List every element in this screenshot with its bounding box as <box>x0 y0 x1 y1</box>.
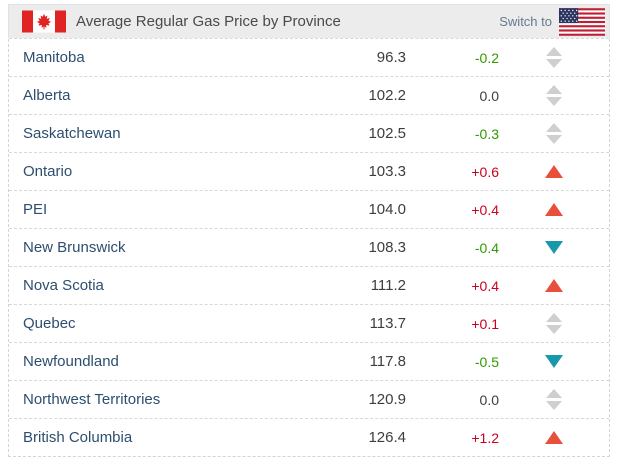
province-row[interactable]: Nova Scotia 111.2 +0.4 <box>9 266 609 304</box>
province-name: New Brunswick <box>23 239 126 256</box>
province-row[interactable]: Ontario 103.3 +0.6 <box>9 152 609 190</box>
canada-flag-icon <box>22 10 66 33</box>
price-value: 102.5 <box>368 125 406 142</box>
province-row[interactable]: Northwest Territories 120.9 0.0 <box>9 380 609 418</box>
province-name: Northwest Territories <box>23 391 161 408</box>
price-value: 104.0 <box>368 201 406 218</box>
province-table: Manitoba 96.3 -0.2 Alberta 102.2 0.0 Sas… <box>9 38 609 456</box>
province-name: Newfoundland <box>23 353 119 370</box>
change-value: -0.3 <box>474 125 499 142</box>
trend-neutral-icon <box>499 123 609 144</box>
province-row[interactable]: Saskatchewan 102.5 -0.3 <box>9 114 609 152</box>
province-name: Manitoba <box>23 49 85 66</box>
trend-neutral-icon <box>499 313 609 334</box>
province-row[interactable]: Alberta 102.2 0.0 <box>9 76 609 114</box>
trend-up-icon <box>499 279 609 292</box>
price-value: 103.3 <box>368 163 406 180</box>
change-value: 0.0 <box>479 391 499 408</box>
province-row[interactable]: Newfoundland 117.8 -0.5 <box>9 342 609 380</box>
province-row[interactable]: Quebec 113.7 +0.1 <box>9 304 609 342</box>
price-value: 120.9 <box>368 391 406 408</box>
change-value: +0.4 <box>471 201 499 218</box>
price-value: 117.8 <box>369 353 406 370</box>
province-row[interactable]: Manitoba 96.3 -0.2 <box>9 38 609 76</box>
price-value: 126.4 <box>368 429 406 446</box>
trend-down-icon <box>499 241 609 254</box>
change-value: +1.2 <box>471 429 499 446</box>
change-value: 0.0 <box>479 87 499 104</box>
price-value: 108.3 <box>368 239 406 256</box>
province-name: British Columbia <box>23 429 133 446</box>
price-value: 113.7 <box>369 315 406 332</box>
gas-price-widget: Average Regular Gas Price by Province Sw… <box>8 4 610 457</box>
trend-neutral-icon <box>499 85 609 106</box>
province-row[interactable]: New Brunswick 108.3 -0.4 <box>9 228 609 266</box>
province-name: Alberta <box>23 87 71 104</box>
province-name: PEI <box>23 201 48 218</box>
change-value: +0.6 <box>471 163 499 180</box>
trend-up-icon <box>499 203 609 216</box>
price-value: 96.3 <box>376 49 406 66</box>
change-value: -0.2 <box>474 49 499 66</box>
province-name: Nova Scotia <box>23 277 104 294</box>
widget-header: Average Regular Gas Price by Province Sw… <box>8 4 610 38</box>
switch-to-us-button[interactable] <box>559 7 605 36</box>
province-row[interactable]: British Columbia 126.4 +1.2 <box>9 418 609 456</box>
province-name: Quebec <box>23 315 76 332</box>
us-flag-icon <box>559 7 605 36</box>
switch-to-label: Switch to <box>499 14 552 29</box>
change-value: +0.4 <box>471 277 499 294</box>
trend-up-icon <box>499 431 609 444</box>
price-value: 102.2 <box>368 87 406 104</box>
price-value: 111.2 <box>370 277 406 294</box>
province-row[interactable]: PEI 104.0 +0.4 <box>9 190 609 228</box>
trend-neutral-icon <box>499 47 609 68</box>
widget-title: Average Regular Gas Price by Province <box>76 13 341 30</box>
trend-neutral-icon <box>499 389 609 410</box>
trend-down-icon <box>499 355 609 368</box>
change-value: +0.1 <box>471 315 499 332</box>
change-value: -0.4 <box>474 239 499 256</box>
change-value: -0.5 <box>474 353 499 370</box>
province-name: Saskatchewan <box>23 125 121 142</box>
trend-up-icon <box>499 165 609 178</box>
province-name: Ontario <box>23 163 73 180</box>
